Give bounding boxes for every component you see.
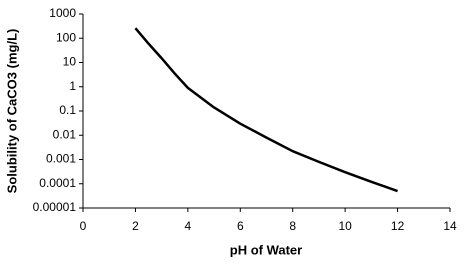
x-tick-label: 8: [289, 219, 296, 233]
x-tick-label: 4: [185, 219, 192, 233]
y-tick-label: 0.001: [46, 152, 76, 166]
x-tick-label: 6: [237, 219, 244, 233]
y-tick-label: 0.0001: [39, 176, 76, 190]
y-tick-label: 0.00001: [33, 200, 77, 214]
x-tick-label: 14: [443, 219, 457, 233]
x-axis-title: pH of Water: [230, 242, 302, 257]
x-tick-label: 10: [338, 219, 352, 233]
line: [134, 27, 398, 193]
x-tick-label: 12: [391, 219, 405, 233]
x-tick-label: 2: [132, 219, 139, 233]
y-tick-label: 0.1: [59, 103, 76, 117]
y-tick-label: 1: [69, 79, 76, 93]
x-tick-label: 0: [80, 219, 87, 233]
y-tick-label: 1000: [49, 6, 76, 20]
y-tick-label: 10: [63, 55, 77, 69]
y-tick-label: 100: [56, 30, 76, 44]
y-tick-label: 0.01: [53, 127, 77, 141]
y-axis-title: Solubility of CaCO3 (mg/L): [4, 29, 19, 194]
